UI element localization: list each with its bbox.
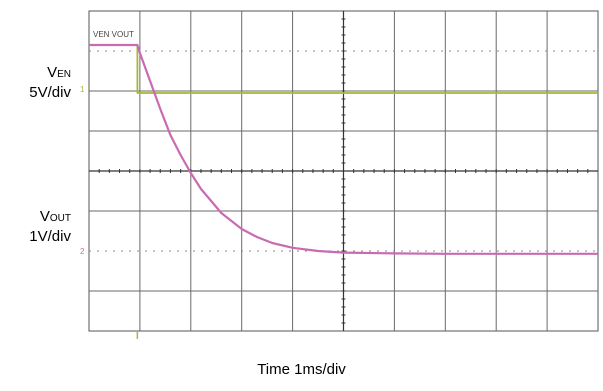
ven-scale: 5V/div (29, 84, 71, 101)
ven-name: VEN (47, 64, 71, 81)
header-marks: VEN VOUT (93, 30, 134, 39)
trace-vout (89, 43, 598, 255)
vout-scale: 1V/div (29, 228, 71, 245)
vout-marker: 2 (80, 247, 85, 256)
vout-label: VOUT 1V/div (29, 208, 71, 246)
ven-marker: 1 (80, 85, 85, 94)
vout-name: VOUT (39, 208, 71, 225)
ven-label: VEN 5V/div (29, 64, 71, 102)
time-axis-label: Time 1ms/div (257, 361, 346, 378)
traces (89, 43, 598, 339)
grid (89, 11, 598, 331)
